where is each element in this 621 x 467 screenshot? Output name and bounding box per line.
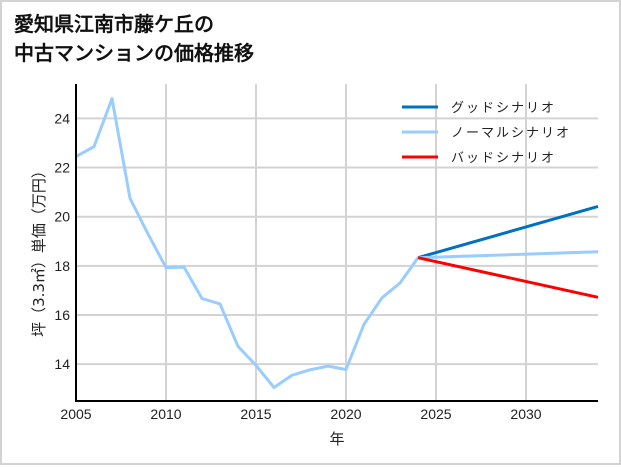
x-tick-label: 2025 — [420, 406, 451, 422]
legend-label: ノーマルシナリオ — [451, 126, 571, 141]
x-tick-label: 2030 — [510, 406, 541, 422]
legend-label: バッドシナリオ — [451, 151, 556, 166]
chart-title: 愛知県江南市藤ケ丘の 中古マンションの価格推移 — [14, 12, 254, 65]
x-tick-label: 2005 — [60, 406, 91, 422]
y-tick-label: 22 — [54, 160, 70, 176]
y-tick-label: 24 — [54, 110, 70, 126]
series-line-normal — [417, 250, 599, 260]
legend-label: グッドシナリオ — [451, 101, 556, 116]
x-axis-label: 年 — [329, 430, 344, 448]
series-line-bad — [417, 256, 599, 299]
tick-labels: 2005 2010 2015 2020 2025 2030 14 16 18 20 22 24 — [54, 110, 541, 422]
data-lines — [75, 97, 599, 389]
series-line-good — [417, 204, 599, 260]
y-tick-label: 20 — [54, 209, 70, 225]
x-tick-label: 2015 — [240, 406, 271, 422]
y-tick-label: 18 — [54, 258, 70, 274]
x-tick-label: 2020 — [330, 406, 361, 422]
gridlines — [76, 84, 598, 401]
y-tick-label: 14 — [54, 356, 70, 372]
y-tick-label: 16 — [54, 307, 70, 323]
x-tick-label: 2010 — [150, 406, 181, 422]
series-line-history — [75, 97, 420, 389]
axes — [75, 84, 598, 402]
y-axis-label: 坪（3.3㎡）単価（万円） — [30, 163, 48, 337]
